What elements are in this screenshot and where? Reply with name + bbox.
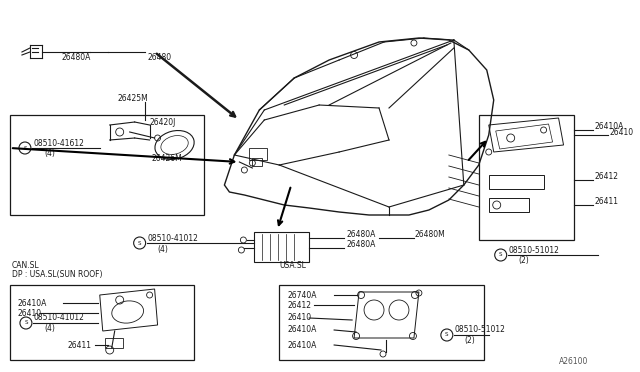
Text: 26411: 26411 (68, 340, 92, 350)
Text: (2): (2) (465, 337, 476, 346)
Text: 26410A: 26410A (595, 122, 624, 131)
Text: CAN.SL: CAN.SL (12, 260, 40, 269)
Bar (10, 285, 195, 360)
Text: (2): (2) (518, 257, 529, 266)
Text: 26411: 26411 (595, 196, 618, 205)
Text: 08510-51012: 08510-51012 (455, 326, 506, 334)
Text: 08510-51012: 08510-51012 (509, 246, 559, 254)
Text: 26410A: 26410A (18, 298, 47, 308)
Text: 26480A: 26480A (346, 240, 376, 248)
Text: 08510-41012: 08510-41012 (34, 314, 84, 323)
Bar (479, 115, 573, 240)
Text: DP : USA.SL(SUN ROOF): DP : USA.SL(SUN ROOF) (12, 270, 102, 279)
Text: S: S (138, 241, 141, 246)
Text: S: S (24, 321, 28, 326)
Text: 26740A: 26740A (287, 291, 317, 299)
Text: S: S (445, 333, 449, 337)
Bar (250, 148, 268, 160)
Text: (4): (4) (44, 148, 55, 157)
Text: 26410: 26410 (609, 128, 634, 137)
Text: (4): (4) (157, 244, 168, 253)
Text: 08510-41612: 08510-41612 (34, 138, 84, 148)
Text: 26425M: 26425M (118, 93, 148, 103)
Text: 26410A: 26410A (287, 340, 317, 350)
Bar (489, 175, 543, 189)
Text: 26480A: 26480A (346, 230, 376, 238)
Text: 26412: 26412 (287, 301, 311, 310)
Text: A26100: A26100 (559, 357, 588, 366)
Bar (105, 338, 123, 348)
Bar (279, 285, 484, 360)
Bar (10, 115, 204, 215)
Text: 26480A: 26480A (62, 52, 92, 61)
Bar (252, 158, 262, 166)
Bar (489, 198, 529, 212)
Text: USA.SL: USA.SL (279, 260, 306, 269)
Text: 26412: 26412 (595, 171, 618, 180)
Text: 26480: 26480 (148, 52, 172, 61)
Text: 26426M: 26426M (152, 154, 182, 163)
Text: 26410: 26410 (18, 308, 42, 317)
Text: 26420J: 26420J (150, 118, 176, 126)
Text: 26410A: 26410A (287, 326, 317, 334)
Text: 26480M: 26480M (415, 230, 445, 238)
Text: (4): (4) (44, 324, 55, 333)
Text: S: S (499, 253, 502, 257)
Text: S: S (23, 145, 27, 151)
Bar (254, 232, 309, 262)
Text: 26410: 26410 (287, 314, 312, 323)
Text: 08510-41012: 08510-41012 (148, 234, 198, 243)
